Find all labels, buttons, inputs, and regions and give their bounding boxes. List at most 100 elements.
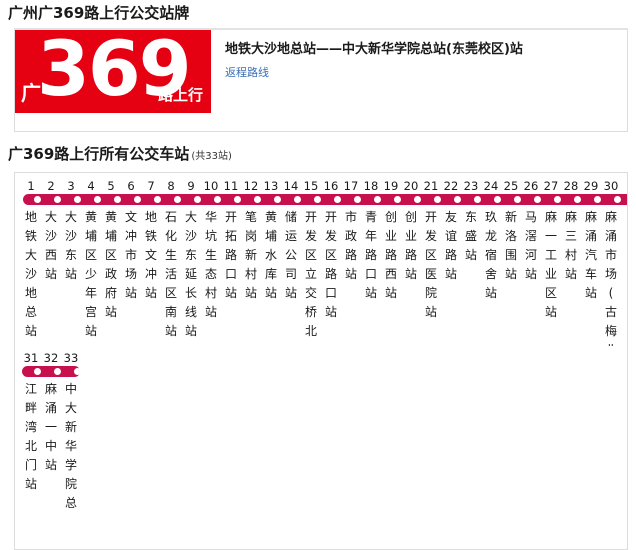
station-name-char: 一 [544, 229, 557, 243]
station-name[interactable]: 中大新华学院总 [61, 378, 81, 513]
station-stop-dot[interactable] [327, 193, 347, 206]
station-stop-dot[interactable] [267, 193, 287, 206]
station-stop-dot[interactable] [207, 193, 227, 206]
station-stop-dot[interactable] [147, 193, 167, 206]
station-name[interactable]: 创业路站 [401, 206, 421, 284]
station-stop-dot[interactable] [567, 193, 587, 206]
station-stop-dot[interactable] [27, 193, 47, 206]
station-stop-dot[interactable] [127, 193, 147, 206]
station-stop-dot[interactable] [407, 193, 427, 206]
station-number: 26 [523, 179, 539, 193]
station-name[interactable]: 创业路西站 [381, 206, 401, 303]
station-stop-dot[interactable] [187, 193, 207, 206]
station-name-char: 发 [424, 229, 437, 243]
stop-dot-icon [373, 196, 381, 203]
station-name-char: 站 [164, 324, 177, 338]
station-numbers-row-2: 31 32 33 [15, 351, 627, 365]
station-name[interactable]: 开拓路口站 [221, 206, 241, 303]
station-stop-dot[interactable] [347, 193, 367, 206]
station-stop-dot[interactable] [487, 193, 507, 206]
station-name[interactable]: 市政路站 [341, 206, 361, 284]
return-route-link[interactable]: 返程路线 [225, 66, 269, 79]
station-name[interactable]: 黄埔区政府站 [101, 206, 121, 322]
station-stop-dot[interactable] [67, 365, 87, 378]
station-name-char: 少 [84, 267, 97, 281]
station-name[interactable]: 开发区医院站 [421, 206, 441, 322]
station-number: 2 [47, 179, 55, 193]
station-stop-dot[interactable] [47, 193, 67, 206]
station-name[interactable]: 江畔湾北门站 [21, 378, 41, 494]
station-name[interactable]: 开发区路口站 [321, 206, 341, 322]
station-stop-dot[interactable] [47, 365, 67, 378]
station-stop-dot[interactable] [607, 193, 627, 206]
station-stop-dot[interactable] [27, 365, 47, 378]
station-stop-dot[interactable] [167, 193, 187, 206]
station-name[interactable]: 文冲市场站 [121, 206, 141, 303]
station-name[interactable]: 笔岗新村站 [241, 206, 261, 303]
stop-dot-icon [553, 196, 561, 203]
station-name[interactable]: 东盛站 [461, 206, 481, 265]
station-name[interactable]: 玖龙宿舍站 [481, 206, 501, 303]
station-name-char: 地 [24, 286, 37, 300]
station-name-char: 龙 [484, 229, 497, 243]
station-name[interactable]: 地铁文冲站 [141, 206, 161, 303]
station-stop-dot[interactable] [87, 193, 107, 206]
station-stop-dot[interactable] [587, 193, 607, 206]
station-stop-dot[interactable] [467, 193, 487, 206]
station-name[interactable]: 大沙东延长线站 [181, 206, 201, 341]
station-name-char: 站 [264, 286, 277, 300]
station-name[interactable]: 黄埔水库站 [261, 206, 281, 303]
station-name[interactable]: 麻涌一中站 [41, 378, 61, 475]
station-name[interactable]: 麻一工业区站 [541, 206, 561, 322]
station-stop-dot[interactable] [367, 193, 387, 206]
station-stop-dot[interactable] [527, 193, 547, 206]
station-name[interactable]: 麻涌汽车站 [581, 206, 601, 303]
station-name-char: 站 [564, 267, 577, 281]
station-stop-dot[interactable] [447, 193, 467, 206]
station-stop-dot[interactable] [547, 193, 567, 206]
station-name[interactable]: 大沙东站 [61, 206, 81, 284]
station-name-char: 站 [284, 286, 297, 300]
station-name[interactable]: 华坑生态村站 [201, 206, 221, 322]
station-stop-dot[interactable] [427, 193, 447, 206]
station-name-char: 院 [424, 286, 437, 300]
station-stop-dot[interactable] [247, 193, 267, 206]
station-stop-dot[interactable] [287, 193, 307, 206]
station-name-char: 市 [604, 248, 617, 262]
station-stop-dot[interactable] [67, 193, 87, 206]
station-name[interactable]: 青年路口站 [361, 206, 381, 303]
station-name[interactable]: 麻三村站 [561, 206, 581, 284]
route-badge-number: 369 [37, 24, 192, 113]
station-name-char: 站 [244, 286, 257, 300]
station-name[interactable]: 黄埔区少年宫站 [81, 206, 101, 341]
station-name[interactable]: 地铁大沙地总站 [21, 206, 41, 341]
station-name-char: 沙 [184, 229, 197, 243]
station-name-char: 站 [524, 267, 537, 281]
station-stop-dot[interactable] [107, 193, 127, 206]
station-name[interactable]: 友谊路站 [441, 206, 461, 284]
station-stop-dot[interactable] [507, 193, 527, 206]
station-name[interactable]: 马滘河站 [521, 206, 541, 284]
station-number: 24 [483, 179, 499, 193]
station-stop-dot[interactable] [307, 193, 327, 206]
station-stop-dot[interactable] [227, 193, 247, 206]
station-name[interactable]: 石化生活区南站 [161, 206, 181, 341]
station-number: 27 [543, 179, 559, 193]
station-name-char: 麻 [44, 382, 57, 396]
station-name[interactable]: 开发区立交桥北 [301, 206, 321, 341]
station-name-char: 交 [304, 286, 317, 300]
station-name[interactable]: 储运公司站 [281, 206, 301, 303]
station-number: 30 [603, 179, 619, 193]
station-name-char: 宫 [84, 305, 97, 319]
station-stop-dot[interactable] [387, 193, 407, 206]
station-name-char: 生 [204, 248, 217, 262]
stop-dot-icon [173, 196, 181, 203]
station-name-char: 铁 [144, 229, 157, 243]
station-name[interactable]: 新洛围站 [501, 206, 521, 284]
stations-count-label: (共33站) [191, 151, 232, 162]
station-row-1: 1 2 3 4 5 6 7 8 9 10 11 12 13 14 15 16 17 18 19 20 21 22 23 24 2… [15, 173, 627, 346]
stop-dot-icon [153, 196, 161, 203]
station-name[interactable]: 大沙西站 [41, 206, 61, 284]
station-name-char: 线 [184, 305, 197, 319]
